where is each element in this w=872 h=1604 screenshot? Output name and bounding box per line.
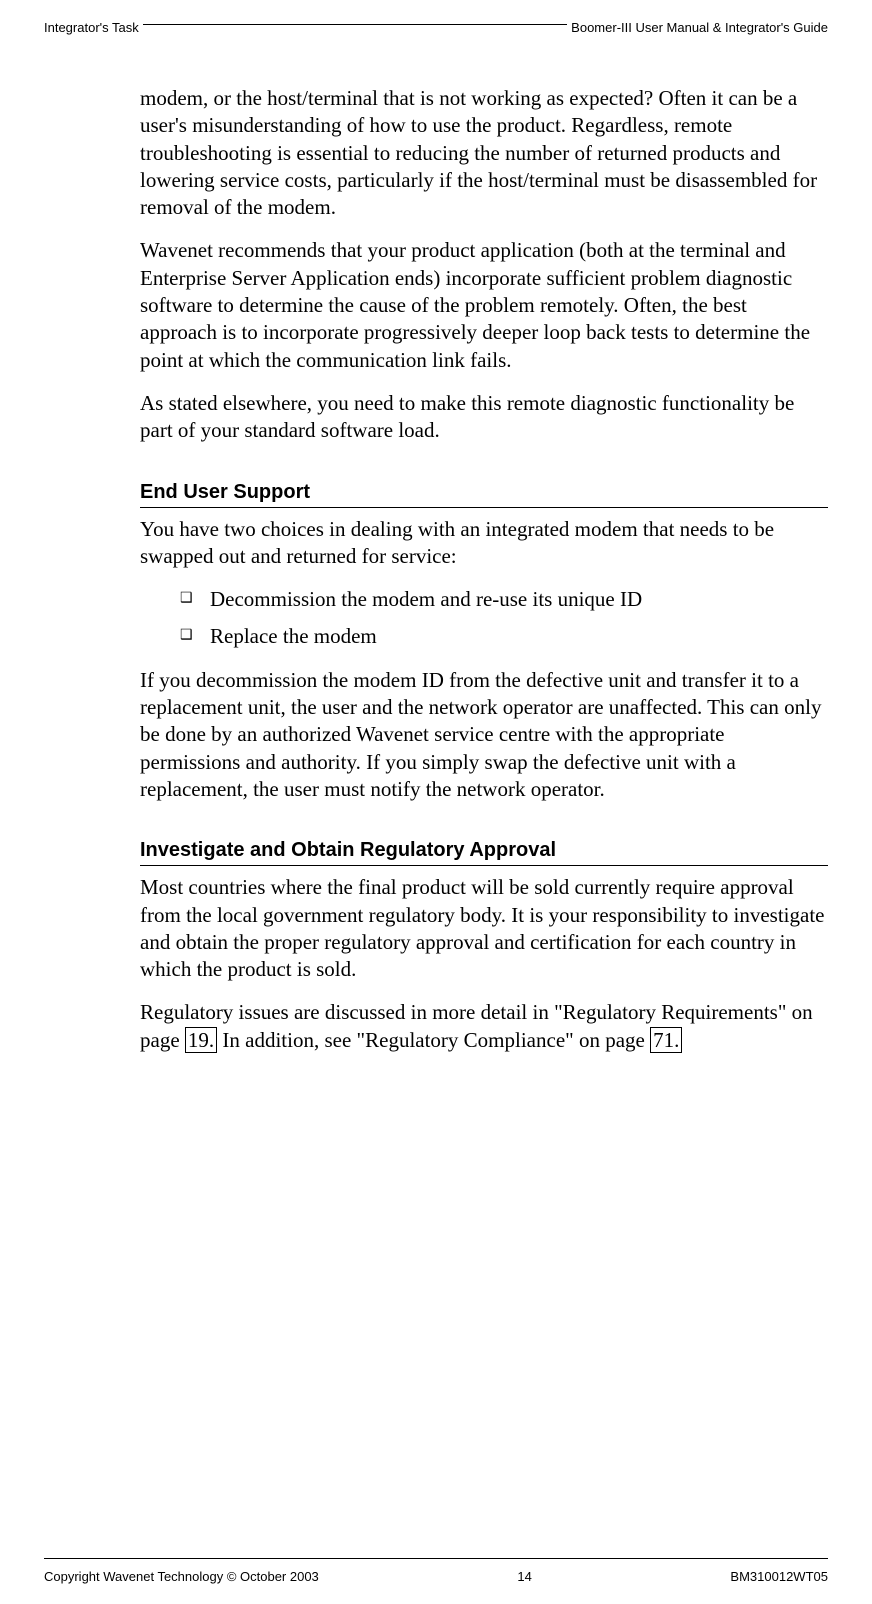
page-footer: Copyright Wavenet Technology © October 2… [44, 1558, 828, 1584]
body-paragraph: modem, or the host/terminal that is not … [140, 85, 828, 221]
footer-copyright: Copyright Wavenet Technology © October 2… [44, 1569, 319, 1584]
footer-divider [44, 1558, 828, 1559]
footer-content: Copyright Wavenet Technology © October 2… [44, 1569, 828, 1584]
main-content: modem, or the host/terminal that is not … [0, 45, 872, 1054]
header-section-title: Integrator's Task [44, 20, 139, 35]
body-paragraph: Wavenet recommends that your product app… [140, 237, 828, 373]
body-paragraph: Most countries where the final product w… [140, 874, 828, 983]
footer-document-id: BM310012WT05 [730, 1569, 828, 1584]
body-paragraph: If you decommission the modem ID from th… [140, 667, 828, 803]
bullet-list: Decommission the modem and re-use its un… [140, 586, 828, 651]
section-heading-end-user-support: End User Support [140, 479, 828, 508]
body-paragraph: You have two choices in dealing with an … [140, 516, 828, 571]
text-fragment: In addition, see "Regulatory Compliance"… [217, 1028, 650, 1052]
page-header: Integrator's Task Boomer-III User Manual… [0, 0, 872, 45]
body-paragraph: As stated elsewhere, you need to make th… [140, 390, 828, 445]
header-divider [143, 24, 567, 25]
page-reference-link[interactable]: 71. [650, 1027, 682, 1053]
page-reference-link[interactable]: 19. [185, 1027, 217, 1053]
footer-page-number: 14 [517, 1569, 531, 1584]
body-paragraph-with-refs: Regulatory issues are discussed in more … [140, 999, 828, 1054]
list-item: Replace the modem [180, 623, 828, 650]
header-document-title: Boomer-III User Manual & Integrator's Gu… [571, 20, 828, 35]
section-heading-regulatory-approval: Investigate and Obtain Regulatory Approv… [140, 837, 828, 866]
list-item: Decommission the modem and re-use its un… [180, 586, 828, 613]
